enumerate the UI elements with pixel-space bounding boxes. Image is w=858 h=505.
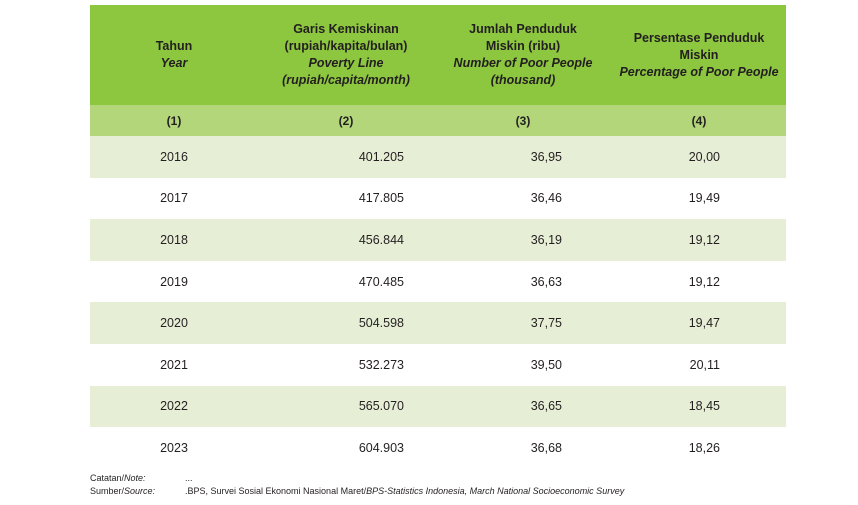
cell-percentage: 19,49 (612, 177, 786, 220)
header-poor-people-en: Number of Poor People (thousand) (453, 56, 593, 87)
cell-year: 2021 (90, 343, 258, 386)
cell-percentage: 19,12 (612, 260, 786, 303)
cell-year: 2017 (90, 177, 258, 220)
table-body: 2016 401.205 36,95 20,00 2017 417.805 36,46 19,… (90, 136, 786, 469)
table-notes: Catatan/Note: ... Sumber/Source: .BPS, S… (90, 472, 624, 498)
note-label: Catatan/Note: (90, 473, 146, 483)
cell-poverty-line: 456.844 (258, 219, 434, 261)
cell-percentage: 19,47 (612, 302, 786, 344)
cell-poor-people: 36,65 (434, 385, 612, 428)
header-row: Tahun Year Garis Kemiskinan (rupiah/kapit… (90, 5, 786, 105)
table-row: 2023 604.903 36,68 18,26 (90, 427, 786, 469)
cell-poverty-line: 504.598 (258, 302, 434, 344)
header-percentage-en: Percentage of Poor People (619, 64, 779, 79)
table-row: 2018 456.844 36,19 19,12 (90, 219, 786, 261)
header-poverty-line-en: Poverty Line (rupiah/capita/month) (282, 56, 410, 87)
cell-year: 2020 (90, 302, 258, 344)
source-row: Sumber/Source: .BPS, Survei Sosial Ekono… (90, 485, 624, 498)
cell-year: 2019 (90, 260, 258, 303)
cell-poor-people: 36,63 (434, 260, 612, 303)
table-row: 2022 565.070 36,65 18,45 (90, 385, 786, 428)
cell-poor-people: 36,46 (434, 177, 612, 220)
header-year-en: Year (160, 56, 188, 70)
column-number: (1) (90, 105, 258, 136)
note-row: Catatan/Note: ... (90, 472, 624, 485)
cell-poor-people: 36,68 (434, 427, 612, 469)
header-year-id: Tahun (155, 39, 193, 53)
column-number: (2) (258, 105, 434, 136)
cell-poverty-line: 417.805 (258, 177, 434, 220)
column-number-row: (1) (2) (3) (4) (90, 105, 786, 136)
cell-poverty-line: 604.903 (258, 427, 434, 469)
table-row: 2019 470.485 36,63 19,12 (90, 260, 786, 303)
header-year: Tahun Year (90, 5, 258, 105)
header-poor-people: Jumlah Penduduk Miskin (ribu) Number of P… (434, 5, 612, 105)
cell-percentage: 18,45 (612, 385, 786, 428)
header-percentage-id: Persentase Penduduk Miskin (633, 30, 765, 62)
cell-poverty-line: 401.205 (258, 136, 434, 178)
column-number: (3) (434, 105, 612, 136)
source-label: Sumber/Source: (90, 486, 156, 496)
poverty-table: Tahun Year Garis Kemiskinan (rupiah/kapit… (90, 5, 786, 469)
table-row: 2016 401.205 36,95 20,00 (90, 136, 786, 178)
cell-percentage: 20,11 (612, 343, 786, 386)
table-row: 2020 504.598 37,75 19,47 (90, 302, 786, 344)
cell-percentage: 20,00 (612, 136, 786, 178)
cell-percentage: 18,26 (612, 427, 786, 469)
header-percentage: Persentase Penduduk Miskin Percentage of … (612, 5, 786, 105)
header-poverty-line-id: Garis Kemiskinan (rupiah/kapita/bulan) (284, 22, 408, 53)
cell-year: 2022 (90, 385, 258, 428)
cell-poverty-line: 470.485 (258, 260, 434, 303)
cell-poor-people: 36,19 (434, 219, 612, 261)
cell-percentage: 19,12 (612, 219, 786, 261)
source-value: .BPS, Survei Sosial Ekonomi Nasional Mar… (185, 486, 625, 496)
poverty-table-container: Tahun Year Garis Kemiskinan (rupiah/kapit… (90, 5, 786, 469)
table-row: 2021 532.273 39,50 20,11 (90, 343, 786, 386)
column-number: (4) (612, 105, 786, 136)
cell-poor-people: 36,95 (434, 136, 612, 178)
cell-year: 2023 (90, 427, 258, 469)
note-value: ... (185, 473, 193, 483)
cell-year: 2016 (90, 136, 258, 178)
cell-poor-people: 37,75 (434, 302, 612, 344)
cell-year: 2018 (90, 219, 258, 261)
cell-poor-people: 39,50 (434, 343, 612, 386)
cell-poverty-line: 565.070 (258, 385, 434, 428)
header-poor-people-id: Jumlah Penduduk Miskin (ribu) (469, 22, 577, 53)
table-row: 2017 417.805 36,46 19,49 (90, 177, 786, 220)
cell-poverty-line: 532.273 (258, 343, 434, 386)
header-poverty-line: Garis Kemiskinan (rupiah/kapita/bulan) Po… (258, 5, 434, 105)
